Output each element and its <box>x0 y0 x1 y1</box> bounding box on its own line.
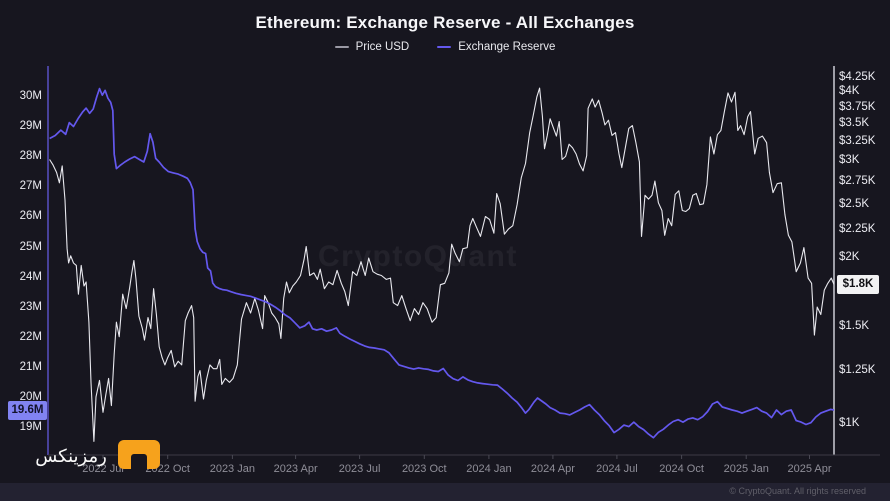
legend-label-exchange-reserve: Exchange Reserve <box>458 41 556 53</box>
reserve-line-marker-icon <box>437 46 452 48</box>
y-axis-label-left: 22M <box>19 330 42 343</box>
legend-item-price-usd[interactable]: Price USD <box>334 41 410 53</box>
y-axis-label-right: $3.25K <box>839 134 876 147</box>
ramzinex-logo-text: رمزینکس <box>35 446 107 467</box>
x-axis-label: 2022 Jul <box>82 463 124 475</box>
y-axis-label-left: 28M <box>19 150 42 163</box>
y-axis-label-left: 26M <box>19 210 42 223</box>
price-last-value-badge: $1.8K <box>837 275 879 294</box>
y-axis-label-left: 29M <box>19 120 42 133</box>
y-axis-label-left: 19M <box>19 421 42 434</box>
y-axis-label-left: 25M <box>19 240 42 253</box>
y-axis-label-left: 23M <box>19 300 42 313</box>
y-axis-label-right: $3.75K <box>839 100 876 113</box>
x-axis-label: 2024 Oct <box>659 463 704 475</box>
y-axis-label-right: $1.5K <box>839 319 870 332</box>
y-axis-label-right: $3K <box>839 154 860 167</box>
y-axis-label-left: 24M <box>19 270 42 283</box>
legend-item-exchange-reserve[interactable]: Exchange Reserve <box>437 41 555 53</box>
y-axis-label-left: 30M <box>19 90 42 102</box>
footer-band <box>0 483 890 501</box>
x-axis-label: 2024 Jan <box>466 463 512 475</box>
copyright-text: © CryptoQuant. All rights reserved <box>729 486 866 496</box>
chart-title: Ethereum: Exchange Reserve - All Exchang… <box>255 13 635 32</box>
y-axis-label-right: $2.75K <box>839 174 876 187</box>
reserve-last-value-badge: 19.6M <box>8 401 47 420</box>
x-axis-label: 2023 Apr <box>273 463 318 475</box>
y-axis-label-right: $1.25K <box>839 363 876 376</box>
price-line-marker-icon <box>334 46 349 48</box>
legend-label-price-usd: Price USD <box>355 41 410 53</box>
y-axis-label-left: 20M <box>19 391 42 403</box>
legend: Price USD Exchange Reserve <box>0 41 890 53</box>
y-axis-label-right: $2.25K <box>839 222 876 235</box>
x-axis-label: 2025 Jan <box>723 463 769 475</box>
x-axis-label: 2023 Oct <box>401 463 447 475</box>
x-axis-label: 2023 Jan <box>209 463 255 475</box>
x-axis-label: 2023 Jul <box>338 463 381 475</box>
y-axis-label-left: 21M <box>19 360 42 373</box>
y-axis-label-right: $4K <box>839 85 860 98</box>
y-axis-label-right: $2.5K <box>839 197 870 210</box>
x-axis-label: 2025 Apr <box>787 463 832 475</box>
y-axis-label-right: $3.5K <box>839 117 870 130</box>
ramzinex-logo-icon <box>118 440 160 470</box>
y-axis-label-right: $1K <box>839 417 860 429</box>
x-axis-label: 2024 Jul <box>596 463 638 475</box>
x-axis-label: 2024 Apr <box>530 463 575 475</box>
y-axis-label-right: $2K <box>839 251 860 264</box>
y-axis-label-right: $4.25K <box>839 70 876 83</box>
y-axis-label-left: 27M <box>19 180 42 193</box>
